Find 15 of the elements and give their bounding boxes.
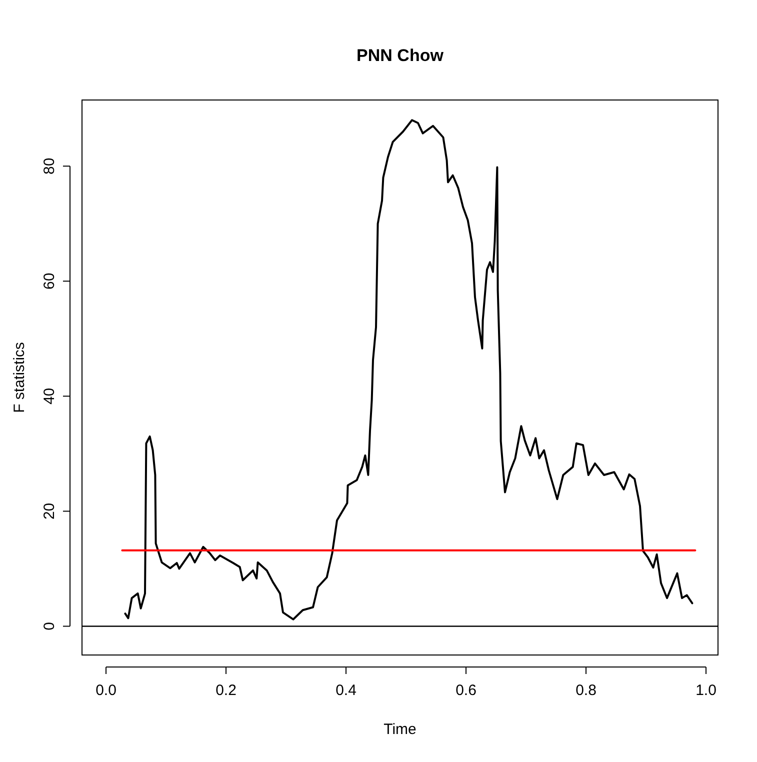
y-tick-label: 0 <box>41 622 58 630</box>
x-tick-label: 0.4 <box>336 682 356 699</box>
chart-title: PNN Chow <box>356 46 444 65</box>
y-tick-label: 20 <box>41 502 58 520</box>
x-tick-label: 0.0 <box>96 682 116 699</box>
y-tick-label: 40 <box>41 388 58 405</box>
y-axis-title: F statistics <box>11 342 28 413</box>
x-tick-label: 1.0 <box>696 682 716 699</box>
x-tick-label: 0.6 <box>456 682 476 699</box>
line-series <box>124 119 694 620</box>
y-tick-label: 60 <box>41 272 58 290</box>
x-axis-title: Time <box>384 721 416 738</box>
x-tick-label: 0.2 <box>216 682 236 699</box>
y-tick-label: 80 <box>41 158 58 174</box>
x-tick-label: 0.8 <box>576 682 596 699</box>
